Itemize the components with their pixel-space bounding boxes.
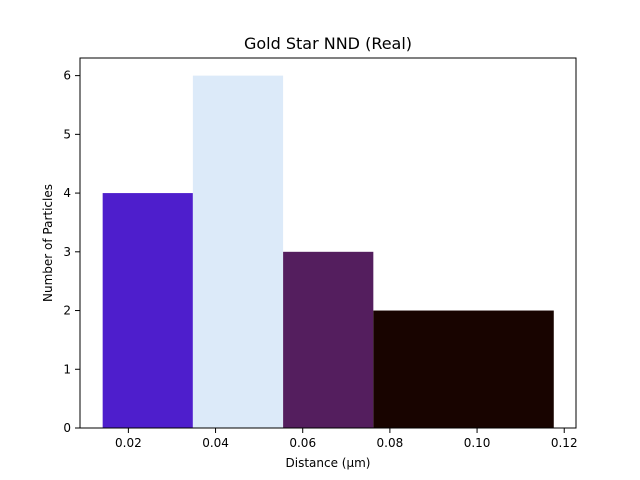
plot-frame: [79, 57, 577, 429]
y-tick-label: 3: [63, 245, 71, 259]
histogram-bar-1: [102, 193, 193, 428]
x-axis: 0.02 0.04 0.06 0.08 0.10 0.12: [115, 428, 578, 450]
x-tick-label: 0.06: [289, 436, 316, 450]
y-axis: 0 1 2 3 4 5 6: [63, 69, 80, 435]
bars-group: [102, 75, 554, 428]
x-tick-label: 0.08: [377, 436, 404, 450]
x-tick-label: 0.10: [464, 436, 491, 450]
histogram-bar-4: [373, 310, 554, 428]
x-tick-label: 0.12: [551, 436, 578, 450]
y-tick-label: 5: [63, 127, 71, 141]
y-axis-label: Number of Particles: [41, 184, 55, 302]
y-tick-label: 1: [63, 362, 71, 376]
x-axis-label: Distance (µm): [286, 456, 371, 470]
x-tick-label: 0.04: [202, 436, 229, 450]
histogram-bar-3: [283, 251, 374, 428]
chart-title: Gold Star NND (Real): [244, 34, 412, 53]
y-tick-label: 6: [63, 69, 71, 83]
y-tick-label: 4: [63, 186, 71, 200]
y-tick-label: 2: [63, 304, 71, 318]
y-tick-label: 0: [63, 421, 71, 435]
x-tick-label: 0.02: [115, 436, 142, 450]
histogram-bar-2: [192, 75, 284, 428]
